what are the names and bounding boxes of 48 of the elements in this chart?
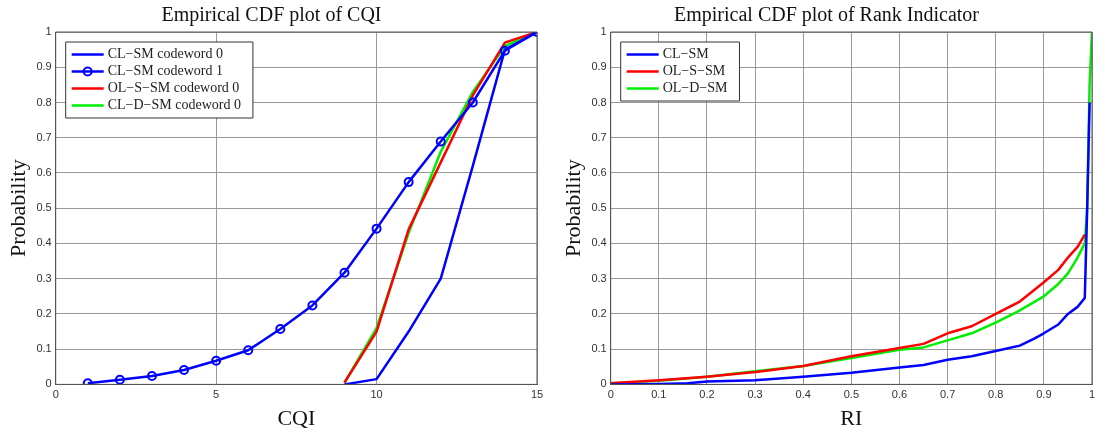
x-tick-label: 0.6 <box>891 388 908 401</box>
x-tick-label: 0.4 <box>795 388 811 401</box>
y-tick-label: 0 <box>600 377 607 390</box>
x-tick-label: 0.5 <box>843 388 859 401</box>
y-tick-label: 0.7 <box>591 130 607 143</box>
x-tick-label: 0.7 <box>939 388 956 401</box>
y-tick-label: 0.4 <box>591 236 607 249</box>
x-tick-label: 0.3 <box>747 388 763 401</box>
y-tick-label: 0.4 <box>36 236 52 249</box>
legend-label: CL−SM codeword 1 <box>107 63 223 79</box>
legend-label: CL−SM <box>662 46 710 62</box>
chart-title: Empirical CDF plot of CQI <box>161 3 382 27</box>
y-tick-label: 0.9 <box>591 60 607 73</box>
y-tick-label: 0.1 <box>36 342 52 355</box>
x-tick-label: 0.1 <box>651 388 667 401</box>
y-tick-label: 0.3 <box>591 271 607 284</box>
x-tick-label: 0.2 <box>699 388 715 401</box>
y-tick-label: 0.2 <box>591 306 607 319</box>
y-tick-label: 0.7 <box>36 130 52 143</box>
y-tick-label: 0.5 <box>591 201 607 214</box>
legend-label: OL−D−SM <box>662 80 729 96</box>
y-axis-title: Probability <box>559 159 585 258</box>
y-tick-label: 0.9 <box>36 60 52 73</box>
x-axis-title: CQI <box>277 404 316 430</box>
legend-label: CL−D−SM codeword 0 <box>107 97 241 113</box>
legend-label: CL−SM codeword 0 <box>107 46 223 62</box>
y-axis-title: Probability <box>4 159 30 258</box>
chart-title: Empirical CDF plot of Rank Indicator <box>674 3 980 27</box>
x-tick-label: 5 <box>213 388 220 401</box>
y-tick-label: 0.2 <box>36 306 52 319</box>
y-tick-label: 1 <box>45 25 52 38</box>
y-tick-label: 1 <box>600 25 607 38</box>
y-tick-label: 0.8 <box>591 95 607 108</box>
x-tick-label: 10 <box>370 388 383 401</box>
y-tick-label: 0.6 <box>591 165 607 178</box>
y-tick-label: 0.3 <box>36 271 52 284</box>
y-tick-label: 0.1 <box>591 342 607 355</box>
legend-label: OL−S−SM codeword 0 <box>107 80 240 96</box>
legend-label: OL−S−SM <box>662 63 726 79</box>
x-tick-label: 0.8 <box>988 388 1004 401</box>
y-tick-label: 0.8 <box>36 95 52 108</box>
x-tick-label: 1 <box>1088 388 1096 401</box>
x-tick-label: 0.9 <box>1036 388 1052 401</box>
x-tick-label: 15 <box>530 388 544 401</box>
y-tick-label: 0.6 <box>36 165 52 178</box>
y-tick-label: 0.5 <box>36 201 52 214</box>
y-tick-label: 0 <box>45 377 52 390</box>
x-axis-title: RI <box>840 404 863 430</box>
